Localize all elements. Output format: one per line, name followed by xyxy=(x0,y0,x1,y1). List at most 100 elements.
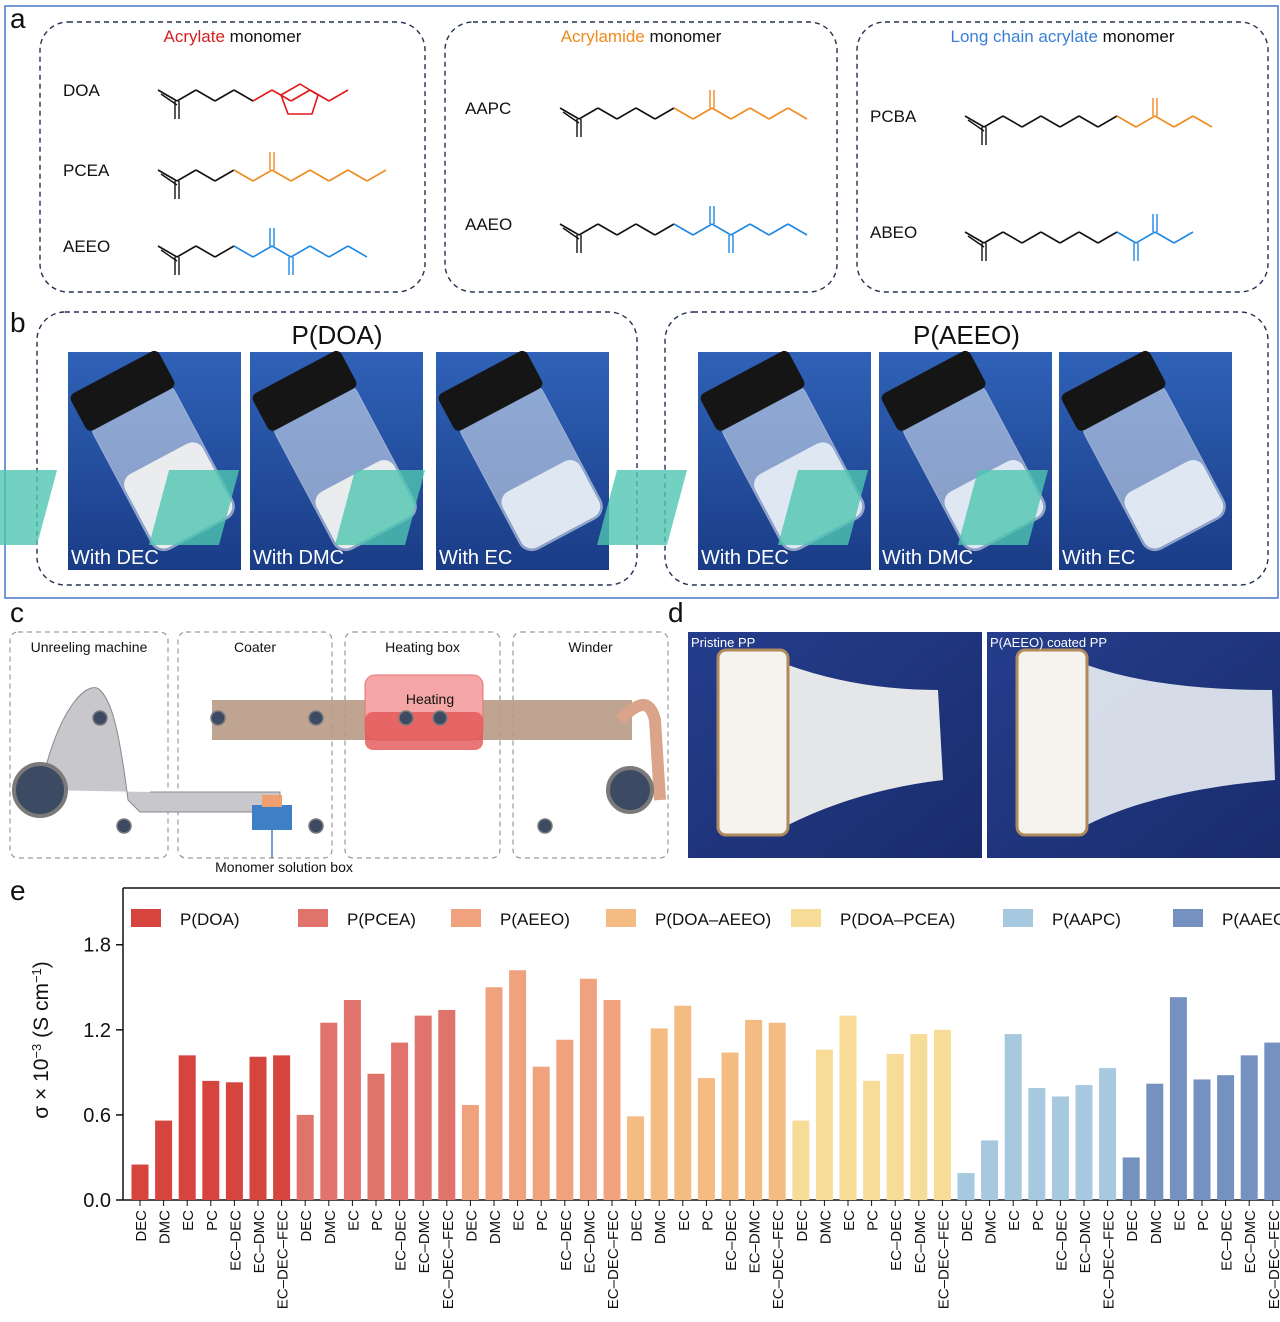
legend-label: P(AAEO) xyxy=(1222,910,1280,929)
bond xyxy=(1003,232,1022,243)
heating-box-lower xyxy=(365,712,483,750)
x-tick-label: DEC xyxy=(298,1210,315,1242)
group-title: Long chain acrylate monomer xyxy=(951,27,1175,46)
bond xyxy=(196,246,215,257)
y-axis-label-part: σ × 10 xyxy=(30,1059,53,1119)
bar xyxy=(816,1050,833,1200)
y-tick-label: 0.0 xyxy=(83,1190,111,1212)
photo-caption: With DMC xyxy=(882,547,973,569)
y-axis-label-part: −3 xyxy=(29,1044,44,1059)
y-tick-label: 1.8 xyxy=(83,935,111,957)
y-axis-label-part: −1 xyxy=(29,968,44,983)
bar xyxy=(320,1023,337,1200)
panel-letter: e xyxy=(10,875,26,906)
film-roll xyxy=(1017,650,1087,835)
photo-caption: With DEC xyxy=(701,547,789,569)
roller xyxy=(433,711,447,725)
bar xyxy=(226,1082,243,1200)
bond xyxy=(655,224,674,235)
bond xyxy=(769,224,788,235)
bond xyxy=(750,108,769,119)
x-tick-label: PC xyxy=(534,1210,551,1231)
bond xyxy=(1060,116,1079,127)
bond xyxy=(984,232,1003,243)
photo-group-title: P(AEEO) xyxy=(913,320,1020,350)
bond xyxy=(158,90,177,101)
bar xyxy=(1170,997,1187,1200)
bond xyxy=(1022,116,1041,127)
bar xyxy=(792,1121,809,1200)
bar xyxy=(344,1000,361,1200)
bond xyxy=(367,170,386,181)
photo-caption: With EC xyxy=(439,547,512,569)
bar xyxy=(1264,1043,1280,1200)
bar xyxy=(1146,1084,1163,1200)
molecule-name: AAPC xyxy=(465,99,511,118)
bond xyxy=(310,170,329,181)
y-tick-label: 0.6 xyxy=(83,1105,111,1127)
x-tick-label: PC xyxy=(204,1210,221,1231)
heater-label: Heating xyxy=(406,691,454,707)
bond xyxy=(636,108,655,119)
bar xyxy=(981,1140,998,1200)
x-tick-label: EC xyxy=(511,1210,528,1231)
x-tick-label: DMC xyxy=(652,1210,669,1244)
x-tick-label: PC xyxy=(369,1210,386,1231)
bar xyxy=(250,1057,267,1200)
bond xyxy=(177,90,196,101)
photo-caption: Pristine PP xyxy=(691,635,755,650)
bar xyxy=(674,1006,691,1200)
x-tick-label: EC–DMC xyxy=(251,1210,268,1274)
legend-label: P(AAPC) xyxy=(1052,910,1121,929)
bar xyxy=(486,987,503,1200)
film-roll xyxy=(718,650,788,835)
bond xyxy=(1174,232,1193,243)
bar xyxy=(368,1074,385,1200)
bond xyxy=(1155,232,1174,243)
molecule-name: DOA xyxy=(63,81,101,100)
bar xyxy=(840,1016,857,1200)
x-tick-label: EC–DEC xyxy=(558,1210,575,1271)
bond xyxy=(1117,232,1136,243)
bond xyxy=(598,108,617,119)
bond xyxy=(617,224,636,235)
bond xyxy=(196,90,215,101)
bar xyxy=(556,1040,573,1200)
molecule-name: AEEO xyxy=(63,237,110,256)
x-tick-label: PC xyxy=(1030,1210,1047,1231)
bond xyxy=(1041,116,1060,127)
bond xyxy=(636,224,655,235)
bar xyxy=(651,1028,668,1200)
bar xyxy=(1194,1079,1211,1200)
legend-label: P(PCEA) xyxy=(347,910,416,929)
legend-swatch xyxy=(791,909,821,927)
group-title-part: Acrylate xyxy=(164,27,225,46)
x-tick-label: DMC xyxy=(817,1210,834,1244)
bond xyxy=(1117,116,1136,127)
x-tick-label: EC–DEC xyxy=(393,1210,410,1271)
x-tick-label: EC–DEC–FEC xyxy=(1266,1210,1280,1309)
bond xyxy=(291,90,310,101)
bond xyxy=(253,90,272,101)
x-tick-label: EC–DMC xyxy=(747,1210,764,1274)
bond xyxy=(1041,232,1060,243)
x-tick-label: EC–DEC–FEC xyxy=(275,1210,292,1309)
bar xyxy=(580,979,597,1200)
bond xyxy=(177,246,196,257)
bond xyxy=(291,246,310,257)
panel-letter: b xyxy=(10,307,26,338)
bar xyxy=(179,1055,196,1200)
x-tick-label: DEC xyxy=(629,1210,646,1242)
process-stage-label: Unreeling machine xyxy=(31,639,148,655)
roller xyxy=(117,819,131,833)
x-tick-label: EC xyxy=(841,1210,858,1231)
bar xyxy=(533,1067,550,1200)
bond xyxy=(693,108,712,119)
group-title-part: Long chain acrylate xyxy=(951,27,1098,46)
x-tick-label: DMC xyxy=(487,1210,504,1244)
bond xyxy=(1022,232,1041,243)
x-tick-label: EC xyxy=(1006,1210,1023,1231)
bond xyxy=(234,170,253,181)
bar xyxy=(509,970,526,1200)
bond xyxy=(731,108,750,119)
